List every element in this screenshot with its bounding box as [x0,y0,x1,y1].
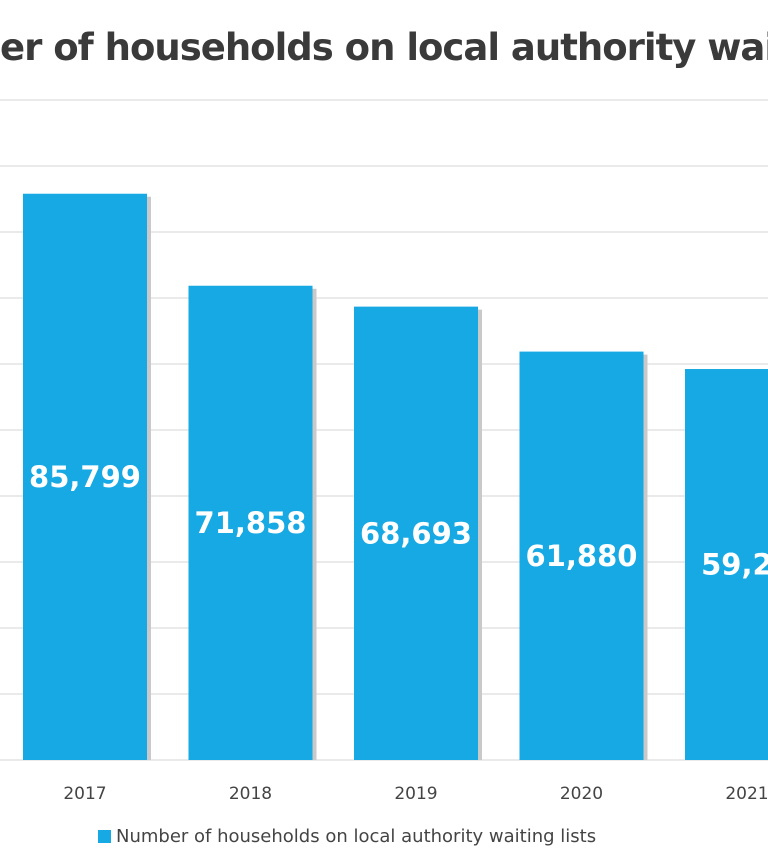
bar [188,285,313,760]
legend-label: Number of households on local authority … [116,826,597,847]
bar [23,193,147,761]
bar [519,351,644,760]
x-tick-label: 2020 [560,784,603,804]
legend-swatch [98,830,111,843]
data-label: 71,858 [195,506,307,540]
bar [685,369,768,760]
x-tick-label: 2017 [63,784,106,804]
data-label: 59,24 [701,548,768,582]
chart-title: er of households on local authority wait… [0,26,768,69]
legend: Number of households on local authority … [98,826,596,847]
data-label: 68,693 [360,516,472,550]
x-tick-label: 2021 [725,784,768,804]
bar [354,306,478,760]
data-label: 85,799 [29,460,141,494]
x-tick-label: 2018 [229,784,272,804]
x-tick-label: 2019 [394,784,437,804]
data-label: 61,880 [526,539,638,573]
